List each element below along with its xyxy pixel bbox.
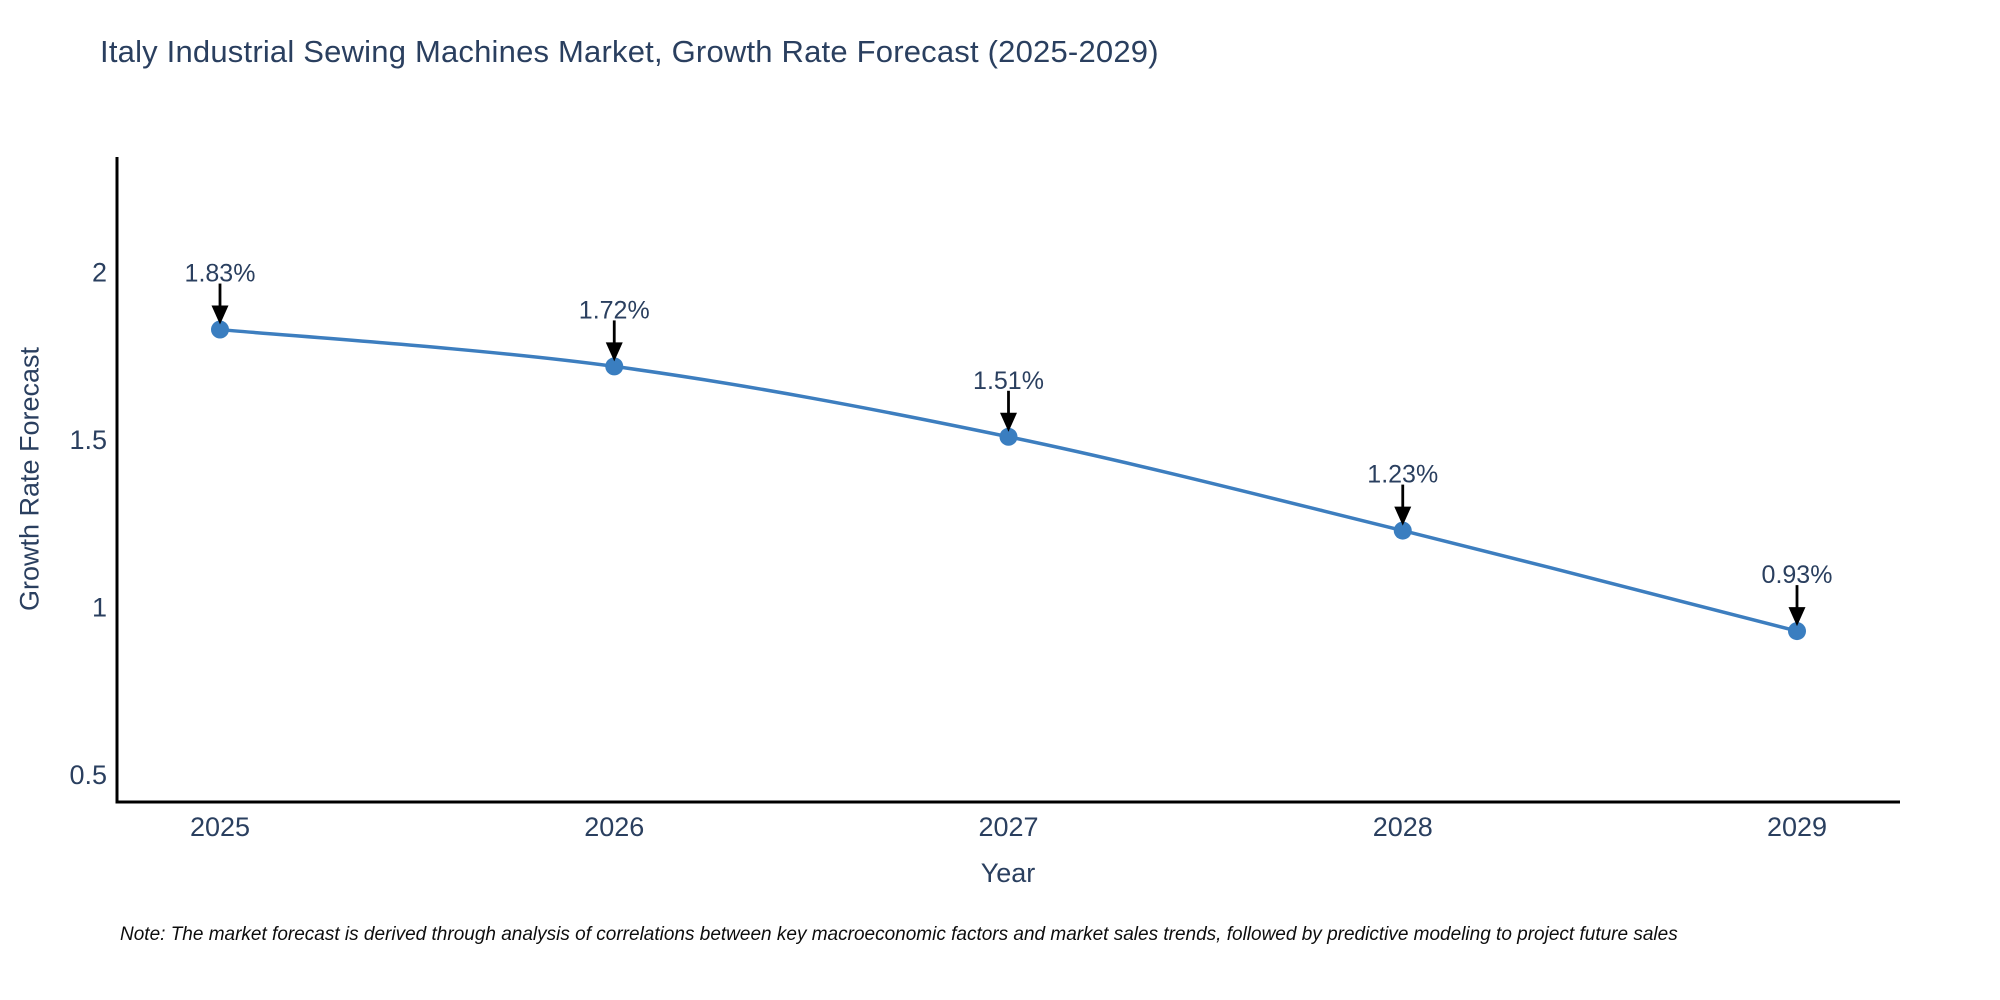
data-point-marker-2027 — [999, 427, 1018, 446]
data-point-marker-2025 — [211, 320, 229, 339]
annotation-arrowhead — [1788, 607, 1806, 627]
point-value-label: 1.51% — [973, 367, 1044, 395]
x-tick-label-2027: 2027 — [978, 812, 1038, 842]
x-axis-title: Year — [980, 858, 1036, 888]
annotation-arrowhead — [211, 305, 229, 325]
x-tick-label-2029: 2029 — [1767, 812, 1827, 842]
data-point-marker-2026 — [605, 357, 624, 376]
x-tick-label-2026: 2026 — [584, 812, 644, 842]
chart-title: Italy Industrial Sewing Machines Market,… — [100, 34, 1159, 69]
y-tick-label-2: 2 — [92, 258, 107, 288]
point-value-label: 1.23% — [1367, 461, 1438, 489]
x-tick-label-2025: 2025 — [190, 812, 250, 842]
x-tick-label-2028: 2028 — [1373, 812, 1433, 842]
annotation-arrowhead — [1394, 506, 1412, 526]
annotation-arrowhead — [605, 342, 623, 362]
y-tick-label-0.5: 0.5 — [69, 760, 107, 790]
point-value-label: 0.93% — [1762, 561, 1833, 589]
point-value-label: 1.83% — [185, 260, 256, 288]
y-tick-label-1.5: 1.5 — [69, 425, 107, 455]
y-axis-title: Growth Rate Forecast — [14, 346, 45, 612]
point-value-label: 1.72% — [579, 296, 650, 324]
annotation-arrowhead — [1000, 412, 1017, 432]
y-tick-label-1: 1 — [92, 593, 107, 623]
data-point-marker-2029 — [1788, 622, 1806, 641]
data-point-marker-2028 — [1393, 521, 1412, 540]
footnote-text: Note: The market forecast is derived thr… — [120, 924, 1678, 945]
